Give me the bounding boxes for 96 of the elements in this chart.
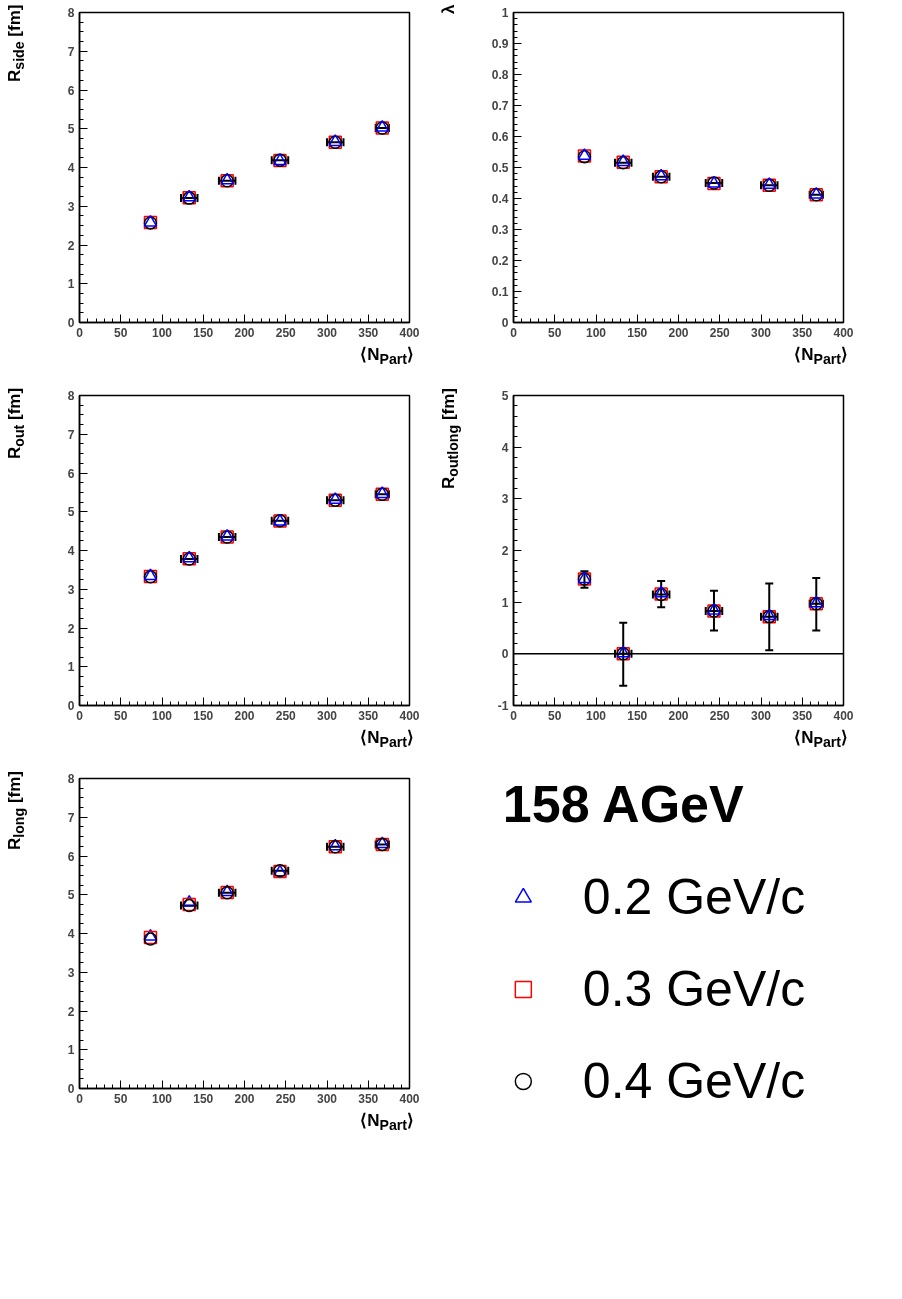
y-tick-label: 8	[67, 772, 75, 786]
y-tick-label: 3	[67, 582, 75, 597]
point	[143, 928, 158, 941]
y-tick-label: 7	[67, 810, 75, 825]
y-tick-label: 5	[67, 888, 75, 903]
y-tick-label: 7	[67, 44, 75, 59]
x-tick-label: 150	[627, 325, 648, 340]
x-tick-label: 50	[548, 708, 562, 723]
y-tick-label: 0.8	[491, 68, 509, 82]
x-axis-title: ⟨N$_{Part}$⟩	[793, 344, 848, 368]
x-tick-label: 350	[792, 708, 813, 723]
y-tick-label: -1	[497, 699, 509, 713]
x-tick-label: 350	[792, 325, 813, 340]
y-tick-label: 0	[501, 316, 509, 330]
y-tick-label: 0.5	[491, 161, 509, 175]
x-tick-label: 250	[275, 1091, 297, 1106]
x-tick-label: 150	[193, 708, 214, 723]
x-tick-label: 200	[668, 708, 689, 723]
y-tick-label: 0.2	[491, 254, 509, 268]
y-tick-label: 0	[67, 316, 75, 330]
x-tick-label: 200	[234, 325, 255, 340]
y-tick-label: 0.9	[491, 37, 509, 51]
y-tick-label: 4	[67, 927, 75, 941]
y-tick-label: 5	[67, 122, 75, 137]
x-tick-label: 350	[358, 1091, 379, 1106]
x-tick-label: 300	[316, 1091, 338, 1106]
y-tick-label: 1	[67, 1043, 75, 1058]
y-tick-label: 8	[67, 6, 75, 20]
y-tick-label: 6	[67, 466, 75, 481]
y-tick-label: 2	[67, 238, 75, 253]
x-tick-label: 300	[750, 325, 772, 340]
x-tick-label: 150	[193, 325, 214, 340]
x-tick-label: 50	[114, 1091, 128, 1106]
y-tick-label: 0.6	[491, 130, 509, 144]
y-tick-label: 0.4	[491, 192, 509, 206]
x-tick-label: 150	[193, 1091, 214, 1106]
y-tick-label: 7	[67, 427, 75, 442]
y-tick-label: 0.1	[491, 285, 509, 299]
y-tick-label: 0.7	[491, 99, 509, 113]
y-tick-label: 1	[501, 6, 509, 20]
legend-label: 0.4 GeV/c	[582, 1052, 806, 1110]
y-tick-label: 0	[501, 647, 509, 662]
y-tick-label: 0	[67, 699, 75, 713]
x-tick-label: 250	[275, 708, 297, 723]
y-tick-label: 2	[67, 1004, 75, 1019]
x-tick-label: 100	[151, 325, 173, 340]
x-tick-label: 100	[585, 708, 607, 723]
x-axis-title: ⟨N$_{Part}$⟩	[359, 344, 414, 368]
y-tick-label: 3	[67, 965, 75, 980]
y-tick-label: 8	[67, 389, 75, 403]
x-tick-label: 300	[316, 708, 338, 723]
x-tick-label: 400	[833, 708, 854, 723]
x-tick-label: 400	[399, 1091, 420, 1106]
x-axis-title: ⟨N$_{Part}$⟩	[359, 1110, 414, 1134]
x-tick-label: 400	[399, 708, 420, 723]
legend-label: 0.2 GeV/c	[582, 868, 806, 926]
x-tick-label: 250	[709, 708, 731, 723]
x-tick-label: 150	[627, 708, 648, 723]
x-tick-label: 100	[585, 325, 607, 340]
y-tick-label: 3	[67, 199, 75, 214]
y-tick-label: 2	[67, 621, 75, 636]
x-tick-label: 50	[548, 325, 562, 340]
y-axis-title: λ	[439, 5, 459, 17]
y-tick-label: 6	[67, 849, 75, 864]
x-tick-label: 200	[668, 325, 689, 340]
x-tick-label: 100	[151, 708, 173, 723]
y-tick-label: 2	[501, 544, 509, 558]
y-tick-label: 4	[501, 440, 509, 455]
x-tick-label: 100	[151, 1091, 173, 1106]
y-tick-label: 1	[501, 595, 509, 610]
x-tick-label: 250	[709, 325, 731, 340]
x-tick-label: 50	[114, 708, 128, 723]
x-tick-label: 350	[358, 708, 379, 723]
legend-title: 158 AGeV	[502, 774, 745, 834]
y-tick-label: 4	[67, 161, 75, 175]
x-tick-label: 300	[750, 708, 772, 723]
y-tick-label: 5	[501, 389, 509, 403]
y-tick-label: 1	[67, 660, 75, 675]
x-tick-label: 200	[234, 708, 255, 723]
x-tick-label: 200	[234, 1091, 255, 1106]
x-tick-label: 50	[114, 325, 128, 340]
y-tick-label: 6	[67, 83, 75, 98]
x-tick-label: 250	[275, 325, 297, 340]
y-tick-label: 0	[67, 1082, 75, 1096]
y-tick-label: 1	[67, 277, 75, 292]
x-tick-label: 300	[316, 325, 338, 340]
y-tick-label: 0.3	[491, 223, 509, 237]
x-axis-title: ⟨N$_{Part}$⟩	[793, 727, 848, 751]
x-tick-label: 350	[358, 325, 379, 340]
y-tick-label: 4	[67, 544, 75, 558]
legend-label: 0.3 GeV/c	[582, 960, 806, 1018]
y-tick-label: 5	[67, 505, 75, 520]
x-axis-title: ⟨N$_{Part}$⟩	[359, 727, 414, 751]
x-tick-label: 400	[399, 325, 420, 340]
y-tick-label: 3	[501, 492, 509, 507]
x-tick-label: 400	[833, 325, 854, 340]
